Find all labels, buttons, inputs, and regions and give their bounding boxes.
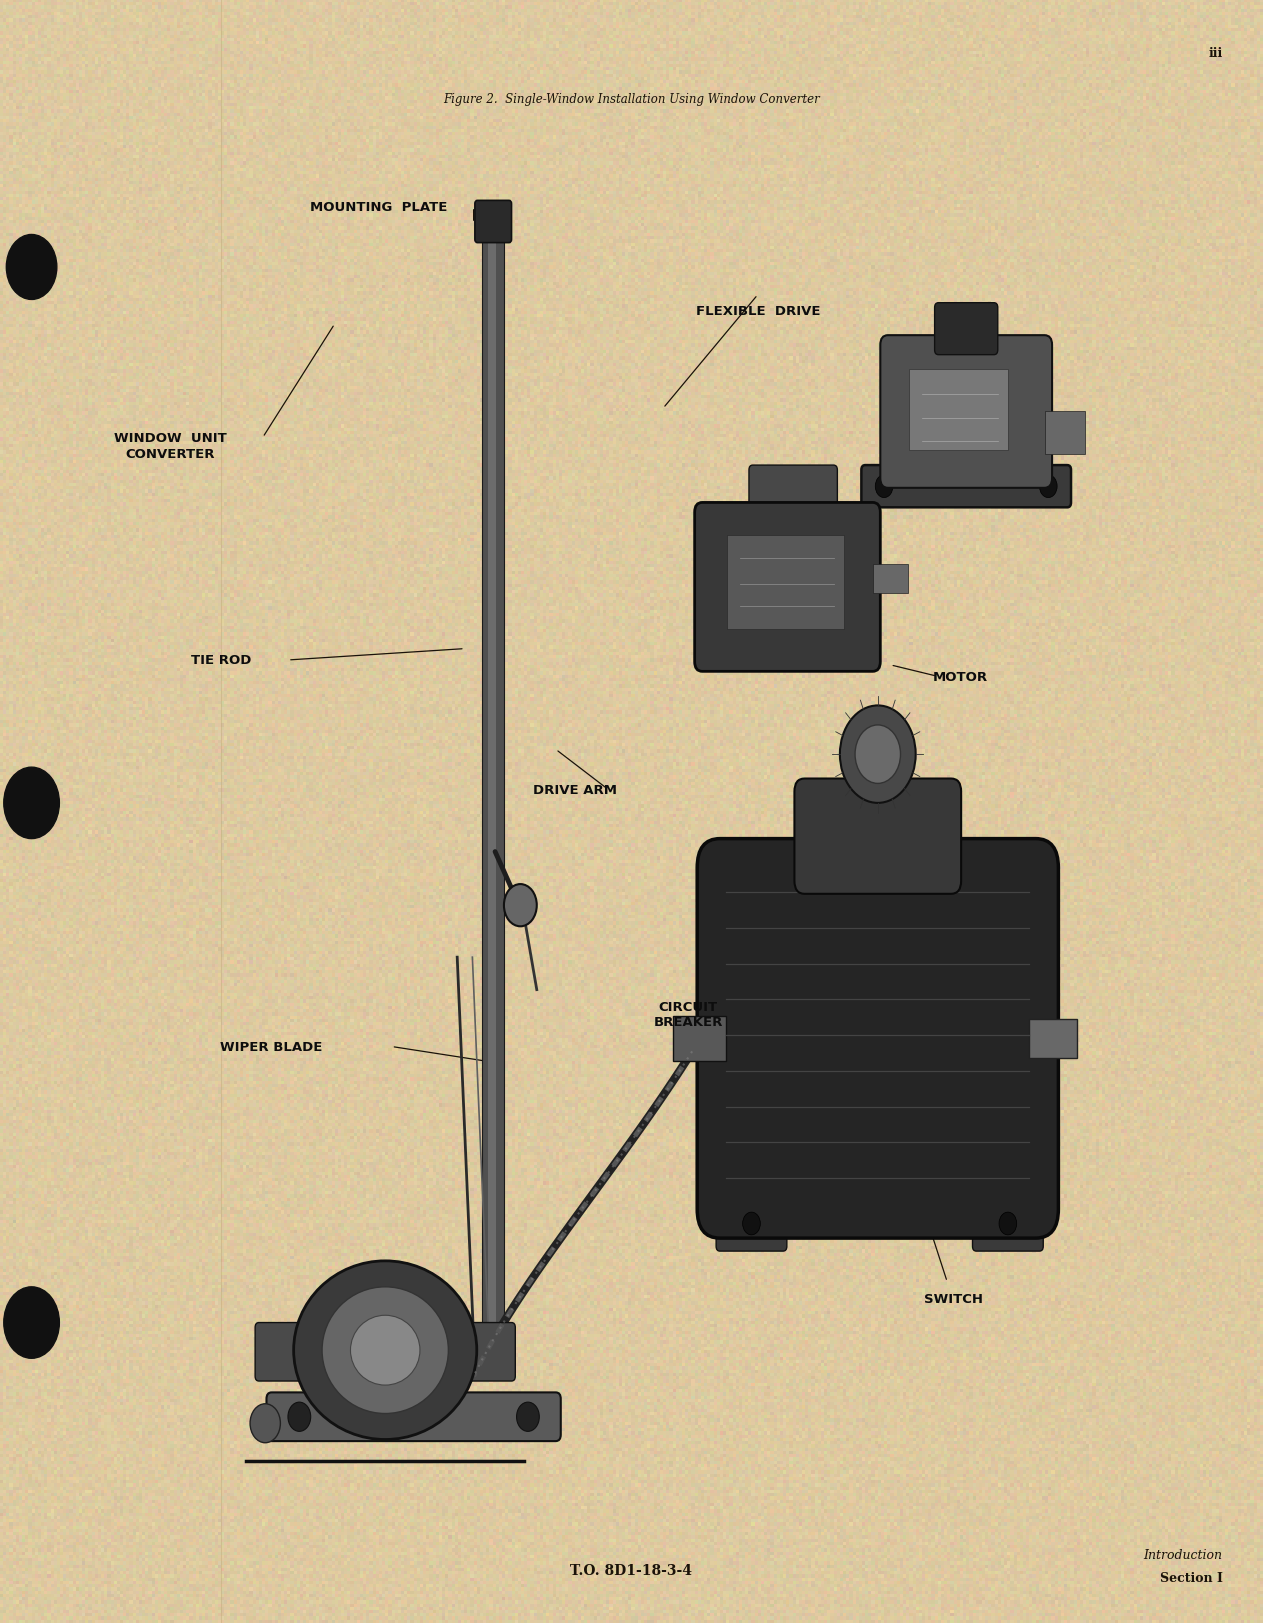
Circle shape bbox=[999, 1212, 1017, 1235]
Text: WINDOW  UNIT
CONVERTER: WINDOW UNIT CONVERTER bbox=[114, 432, 227, 461]
Ellipse shape bbox=[293, 1261, 476, 1440]
Circle shape bbox=[4, 1287, 59, 1358]
Circle shape bbox=[6, 235, 57, 300]
Circle shape bbox=[250, 1404, 280, 1443]
FancyBboxPatch shape bbox=[475, 201, 512, 243]
Circle shape bbox=[1039, 476, 1057, 498]
FancyBboxPatch shape bbox=[749, 466, 837, 521]
Text: DRIVE ARM: DRIVE ARM bbox=[533, 784, 616, 797]
Circle shape bbox=[743, 1212, 760, 1235]
FancyBboxPatch shape bbox=[794, 779, 961, 894]
Bar bbox=[873, 565, 908, 594]
Circle shape bbox=[840, 706, 916, 803]
Text: WIPER BLADE: WIPER BLADE bbox=[220, 1040, 323, 1053]
FancyBboxPatch shape bbox=[973, 1196, 1043, 1251]
Bar bbox=[727, 536, 844, 630]
FancyBboxPatch shape bbox=[861, 466, 1071, 508]
FancyBboxPatch shape bbox=[255, 1323, 308, 1381]
Bar bbox=[1029, 1019, 1077, 1058]
Text: Section I: Section I bbox=[1159, 1571, 1223, 1584]
Circle shape bbox=[875, 476, 893, 498]
Circle shape bbox=[288, 1402, 311, 1431]
FancyBboxPatch shape bbox=[266, 1393, 561, 1441]
Circle shape bbox=[517, 1402, 539, 1431]
Text: CIRCUIT
BREAKER: CIRCUIT BREAKER bbox=[654, 1000, 722, 1029]
FancyBboxPatch shape bbox=[697, 839, 1058, 1238]
FancyBboxPatch shape bbox=[935, 304, 998, 355]
Circle shape bbox=[4, 768, 59, 839]
Text: T.O. 8D1-18-3-4: T.O. 8D1-18-3-4 bbox=[571, 1563, 692, 1578]
Bar bbox=[488, 219, 495, 1347]
Text: iii: iii bbox=[1209, 47, 1223, 60]
Text: MOTOR: MOTOR bbox=[932, 670, 988, 683]
Circle shape bbox=[855, 725, 901, 784]
Ellipse shape bbox=[350, 1315, 419, 1386]
Text: TIE ROD: TIE ROD bbox=[191, 654, 251, 667]
Bar bbox=[673, 1016, 726, 1061]
Ellipse shape bbox=[322, 1287, 448, 1414]
Text: SWITCH: SWITCH bbox=[925, 1292, 983, 1305]
FancyBboxPatch shape bbox=[462, 1323, 515, 1381]
Bar bbox=[482, 219, 504, 1347]
Text: FLEXIBLE  DRIVE: FLEXIBLE DRIVE bbox=[696, 305, 820, 318]
Bar bbox=[1045, 412, 1085, 454]
Text: MOUNTING  PLATE: MOUNTING PLATE bbox=[311, 201, 447, 214]
Bar bbox=[909, 370, 1008, 451]
FancyBboxPatch shape bbox=[695, 503, 880, 672]
Circle shape bbox=[504, 885, 537, 927]
Text: Figure 2.  Single-Window Installation Using Window Converter: Figure 2. Single-Window Installation Usi… bbox=[443, 93, 820, 105]
FancyBboxPatch shape bbox=[880, 336, 1052, 489]
Text: Introduction: Introduction bbox=[1143, 1548, 1223, 1561]
FancyBboxPatch shape bbox=[716, 1196, 787, 1251]
